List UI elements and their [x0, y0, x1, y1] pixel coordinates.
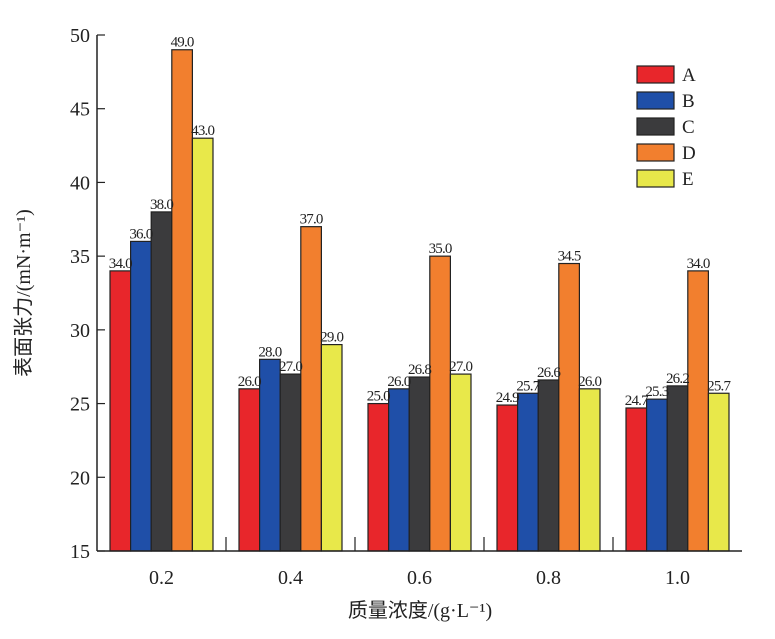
legend-swatch-D — [636, 143, 675, 162]
y-tick-label: 30 — [70, 320, 90, 342]
data-label-E-0.2: 43.0 — [191, 123, 214, 139]
legend-label-C: C — [682, 117, 695, 138]
bar-E-0.6 — [449, 373, 472, 552]
data-label-C-0.6: 26.8 — [408, 362, 431, 378]
bar-D-0.4 — [300, 226, 322, 552]
y-axis-label: 表面张力/(mN·m⁻¹) — [12, 209, 35, 377]
data-label-C-0.8: 26.6 — [537, 365, 561, 381]
bar-D-0.6 — [429, 255, 451, 552]
bar-B-1.0 — [645, 398, 668, 552]
data-label-B-0.6: 26.0 — [387, 374, 410, 390]
legend-swatch-A — [636, 65, 675, 84]
data-label-A-1.0: 24.7 — [625, 393, 649, 409]
data-label-D-0.4: 37.0 — [300, 212, 323, 228]
bar-D-0.8 — [558, 262, 580, 552]
data-label-E-0.8: 26.0 — [578, 374, 601, 390]
y-tick-label: 40 — [70, 172, 90, 194]
bar-E-0.4 — [320, 344, 343, 552]
data-label-C-1.0: 26.2 — [666, 371, 689, 387]
x-tick-label: 0.8 — [536, 567, 561, 589]
data-label-A-0.2: 34.0 — [109, 256, 132, 272]
y-tick-label: 45 — [70, 99, 90, 121]
x-tick-label: 0.6 — [407, 567, 432, 589]
bar-B-0.8 — [516, 392, 539, 552]
legend-label-E: E — [682, 169, 694, 190]
bar-A-1.0 — [625, 407, 648, 552]
bar-A-0.6 — [367, 402, 390, 552]
data-labels-layer: 34.036.038.049.043.026.028.027.037.029.0… — [109, 35, 733, 409]
bar-A-0.4 — [238, 388, 261, 552]
legend-label-A: A — [682, 65, 696, 86]
x-tick-label: 1.0 — [665, 567, 690, 589]
x-axis-label: 质量浓度/(g·L⁻¹) — [348, 599, 492, 622]
x-tick-label: 0.4 — [278, 567, 303, 589]
bar-E-1.0 — [707, 392, 730, 552]
data-label-A-0.6: 25.0 — [367, 389, 390, 405]
legend-label-B: B — [682, 91, 695, 112]
y-tick-label: 50 — [70, 25, 90, 47]
legend-label-D: D — [682, 143, 696, 164]
data-label-A-0.4: 26.0 — [238, 374, 261, 390]
data-label-E-0.4: 29.0 — [320, 330, 343, 346]
y-tick-label: 15 — [70, 541, 90, 563]
data-label-D-0.2: 49.0 — [171, 35, 194, 51]
bar-A-0.8 — [496, 404, 519, 552]
bar-C-0.6 — [408, 376, 431, 552]
bar-E-0.2 — [191, 137, 214, 552]
y-tick-label: 35 — [70, 246, 90, 268]
y-tick-label: 25 — [70, 394, 90, 416]
data-label-A-0.8: 24.9 — [496, 390, 519, 406]
data-label-D-0.6: 35.0 — [429, 241, 452, 257]
bar-D-0.2 — [171, 49, 194, 552]
legend-swatch-C — [636, 117, 675, 136]
data-label-E-0.6: 27.0 — [449, 359, 472, 375]
bars-layer — [109, 49, 730, 552]
data-label-B-1.0: 25.3 — [645, 384, 668, 400]
axes-layer: 0.2 0.4 0.6 0.8 1.0 15 20 25 30 35 40 45 50 — [70, 25, 742, 589]
data-label-B-0.8: 25.7 — [516, 378, 540, 394]
data-label-B-0.4: 28.0 — [258, 344, 281, 360]
bar-C-0.4 — [279, 373, 302, 552]
data-label-E-1.0: 25.7 — [707, 378, 731, 394]
data-label-D-1.0: 34.0 — [687, 256, 710, 272]
bar-C-1.0 — [666, 385, 689, 552]
bar-E-0.8 — [578, 388, 601, 552]
bar-A-0.2 — [109, 270, 132, 552]
bar-D-1.0 — [687, 270, 709, 552]
bar-B-0.6 — [388, 388, 410, 552]
legend-swatch-E — [636, 169, 675, 188]
bar-B-0.4 — [259, 358, 281, 552]
bar-C-0.2 — [150, 211, 173, 552]
bar-C-0.8 — [537, 379, 560, 552]
y-tick-label: 20 — [70, 467, 90, 489]
data-label-B-0.2: 36.0 — [129, 226, 152, 242]
x-tick-label: 0.2 — [149, 567, 174, 589]
data-label-C-0.4: 27.0 — [279, 359, 302, 375]
data-label-C-0.2: 38.0 — [150, 197, 173, 213]
legend-swatch-B — [636, 91, 675, 110]
bar-B-0.2 — [130, 240, 152, 552]
data-label-D-0.8: 34.5 — [558, 249, 581, 265]
